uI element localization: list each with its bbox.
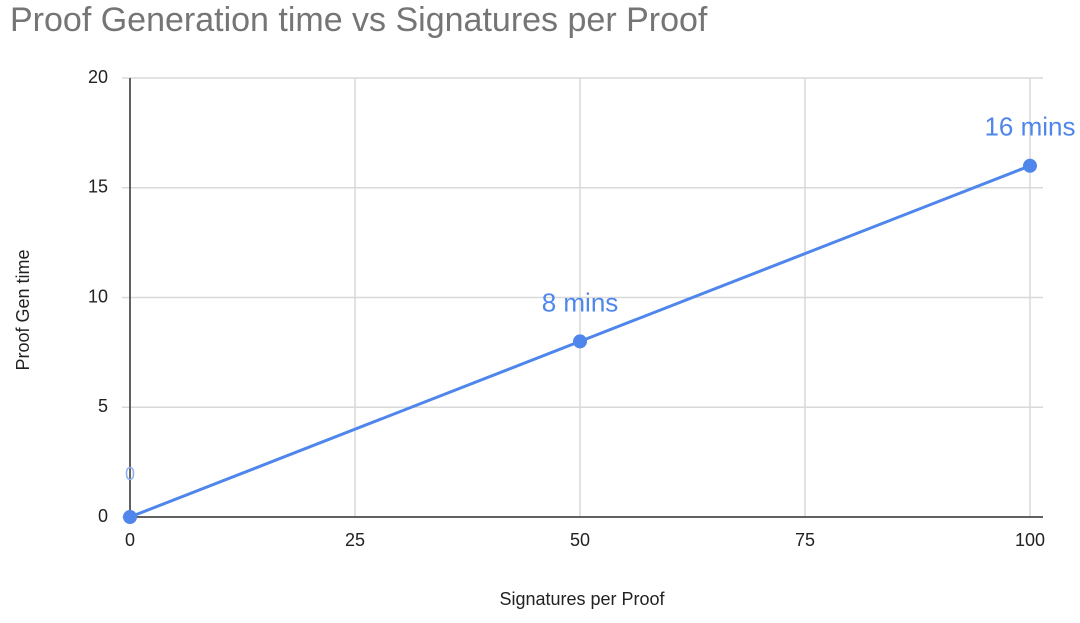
y-tick-label: 20 bbox=[88, 67, 108, 87]
x-tick-label: 100 bbox=[1015, 530, 1045, 550]
x-tick-label: 75 bbox=[795, 530, 815, 550]
point bbox=[1023, 158, 1037, 173]
point bbox=[123, 510, 137, 524]
data-label: 0 bbox=[125, 464, 135, 484]
x-tick-label: 25 bbox=[345, 530, 365, 550]
chart-title: Proof Generation time vs Signatures per … bbox=[10, 1, 708, 39]
x-tick-label: 0 bbox=[125, 530, 135, 550]
y-axis-label: Proof Gen time bbox=[13, 249, 33, 370]
data-label: 16 mins bbox=[984, 112, 1075, 142]
y-tick-label: 10 bbox=[88, 286, 108, 306]
data-label: 8 mins bbox=[542, 287, 619, 317]
y-tick-label: 5 bbox=[98, 396, 108, 416]
x-axis-label: Signatures per Proof bbox=[499, 589, 665, 609]
point bbox=[573, 334, 587, 349]
x-tick-label: 50 bbox=[570, 530, 590, 550]
y-tick-label: 15 bbox=[88, 177, 108, 197]
y-tick-label: 0 bbox=[98, 506, 108, 526]
